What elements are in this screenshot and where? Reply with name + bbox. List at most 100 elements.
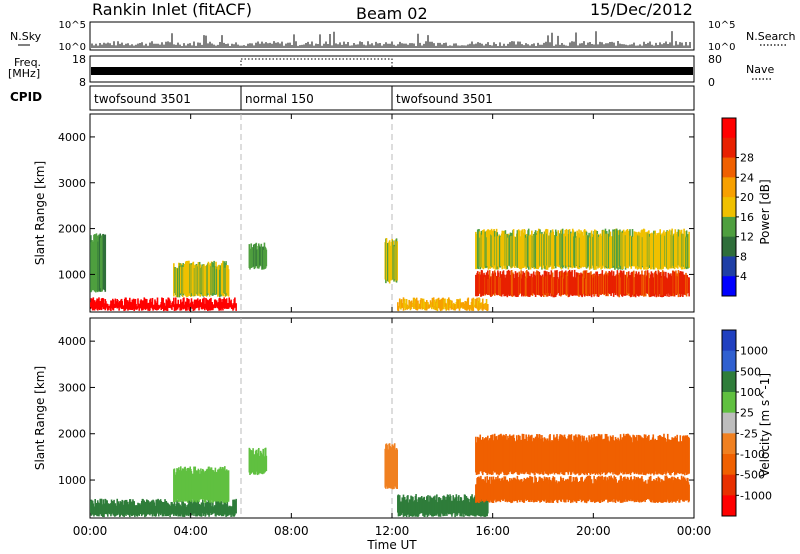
colorbar-tick-label: -1000 xyxy=(740,489,772,502)
cpid-label: CPID xyxy=(10,90,42,104)
nave-tick-bottom: 0 xyxy=(708,76,715,89)
range-cell xyxy=(199,299,202,307)
cpid-segment-label: normal 150 xyxy=(245,92,314,106)
y-tick-label: 3000 xyxy=(58,177,86,190)
range-cell xyxy=(152,305,154,311)
power-data xyxy=(90,114,690,312)
range-cell xyxy=(414,298,416,309)
range-cell xyxy=(476,300,479,310)
freq-band xyxy=(91,67,693,75)
nave-tick-top: 80 xyxy=(708,53,722,66)
x-tick-label: 16:00 xyxy=(475,524,510,538)
range-cell xyxy=(151,297,154,310)
range-cell xyxy=(235,498,237,514)
range-cell xyxy=(142,300,144,311)
range-cell xyxy=(224,299,227,309)
cpid-segments: twofsound 3501 normal 150 twofsound 3501 xyxy=(94,86,493,110)
range-cell xyxy=(156,499,158,513)
range-cell xyxy=(468,306,471,311)
y-tick-label: 3000 xyxy=(58,381,86,394)
range-cell xyxy=(225,298,228,309)
range-cell xyxy=(396,449,399,489)
range-cell xyxy=(485,298,488,309)
range-cell xyxy=(145,299,148,309)
freq-label: Freq. xyxy=(14,56,41,69)
range-cell xyxy=(396,241,399,281)
range-cell xyxy=(156,297,159,310)
range-cell xyxy=(190,298,193,307)
range-cell xyxy=(161,297,163,307)
range-cell xyxy=(142,498,144,514)
range-cell xyxy=(444,302,447,310)
range-cell xyxy=(150,301,152,308)
range-cell xyxy=(123,304,125,311)
range-cell xyxy=(98,297,100,309)
freq-tick-bottom: 8 xyxy=(79,76,86,89)
beam-label: Beam 02 xyxy=(356,4,428,23)
colorbar-tick-label: 8 xyxy=(740,250,747,263)
range-cell xyxy=(143,297,146,307)
x-tick-label: 00:00 xyxy=(73,524,108,538)
colorbar-tick-label: 12 xyxy=(740,231,754,244)
y-tick-label: 2000 xyxy=(58,223,86,236)
x-tick-label: 08:00 xyxy=(274,524,309,538)
range-cell xyxy=(450,306,453,310)
range-cell xyxy=(118,304,120,311)
colorbar-swatch xyxy=(722,157,736,178)
colorbar-tick-label: 4 xyxy=(740,270,747,283)
colorbar-swatch xyxy=(722,495,736,517)
x-tick-label: 04:00 xyxy=(173,524,208,538)
colorbar-tick-label: 1000 xyxy=(740,345,768,358)
range-cell xyxy=(222,298,224,311)
nsearch-tick-bottom: 10^0 xyxy=(708,42,735,53)
colorbar-swatch xyxy=(722,276,736,297)
nsearch-tick-top: 10^5 xyxy=(708,20,735,31)
cpid-segment-label: twofsound 3501 xyxy=(94,92,191,106)
range-cell xyxy=(191,305,193,309)
velocity-axes: 1000 2000 3000 4000 00:00 04:00 08:00 12:00 16:0… xyxy=(58,318,711,538)
range-cell xyxy=(688,277,690,297)
range-cell xyxy=(140,299,142,309)
range-cell xyxy=(93,300,96,311)
range-cell xyxy=(431,297,434,307)
velocity-colorbar-label: Velocity [m s^-1] xyxy=(758,373,772,477)
range-cell xyxy=(265,455,268,472)
colorbar-swatch xyxy=(722,392,736,414)
range-cell xyxy=(137,298,139,307)
colorbar-swatch xyxy=(722,177,736,198)
velocity-panel: 1000 2000 3000 4000 00:00 04:00 08:00 12:00 16:0… xyxy=(33,317,711,552)
colorbar-swatch xyxy=(722,197,736,218)
range-cell xyxy=(446,298,449,310)
power-ylabel: Slant Range [km] xyxy=(33,161,47,265)
range-cell xyxy=(174,297,177,311)
range-cell xyxy=(429,300,432,308)
colorbar-tick-label: -500 xyxy=(740,469,765,482)
colorbar-swatch xyxy=(722,118,736,139)
colorbar-tick-label: 100 xyxy=(740,386,761,399)
colorbar-tick-label: 16 xyxy=(740,211,754,224)
status-panels: N.Sky 10^5 10^0 N.Search 10^5 10^0 Freq.… xyxy=(8,20,796,111)
range-cell xyxy=(91,298,93,308)
range-cell xyxy=(467,297,470,310)
nsearch-label: N.Search xyxy=(746,30,796,43)
range-cell xyxy=(121,301,124,309)
range-cell xyxy=(211,302,214,309)
freq-trace xyxy=(91,58,693,75)
range-cell xyxy=(449,299,452,308)
range-cell xyxy=(487,496,489,514)
x-tick-label: 00:00 xyxy=(677,524,712,538)
range-cell xyxy=(459,302,462,308)
power-axes: 1000 2000 3000 4000 xyxy=(58,114,695,312)
range-cell xyxy=(104,234,107,292)
range-cell xyxy=(487,304,489,311)
colorbar-frame xyxy=(721,117,737,297)
freq-panel xyxy=(89,55,695,83)
freq-unit: [MHz] xyxy=(8,67,40,80)
x-tick-label: 20:00 xyxy=(576,524,611,538)
nsky-tick-bottom: 10^0 xyxy=(59,42,86,53)
nsky-panel xyxy=(89,21,695,51)
range-cell xyxy=(227,269,230,297)
range-cell xyxy=(181,500,183,513)
range-cell xyxy=(417,303,420,310)
range-cell xyxy=(448,299,451,309)
